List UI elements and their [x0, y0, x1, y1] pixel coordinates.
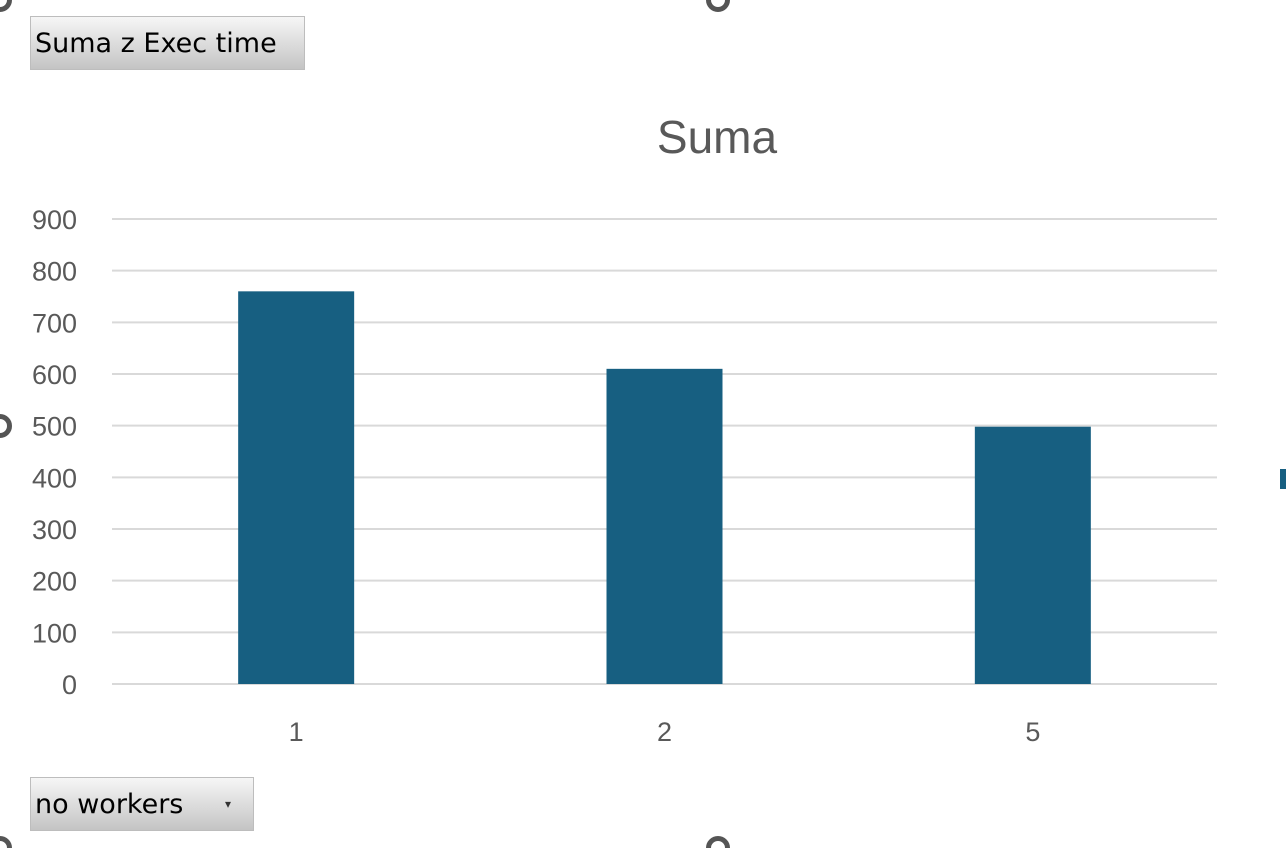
y-tick-label: 0: [62, 670, 77, 700]
y-tick-label: 400: [32, 463, 77, 493]
y-tick-label: 700: [32, 308, 77, 338]
y-tick-label: 800: [32, 257, 77, 287]
y-tick-label: 500: [32, 412, 77, 442]
resize-handle-bottom-center[interactable]: [706, 836, 730, 848]
bar: [238, 291, 355, 684]
bars: [238, 291, 1091, 684]
value-field-label: Suma z Exec time: [35, 27, 277, 59]
resize-handle-middle-left[interactable]: [0, 414, 12, 438]
y-tick-label: 300: [32, 515, 77, 545]
x-tick-label: 2: [657, 717, 672, 747]
legend: [1280, 469, 1286, 489]
chart-title: Suma: [657, 111, 778, 163]
x-axis-tick-labels: 1 2 5: [289, 717, 1041, 747]
y-tick-label: 900: [32, 205, 77, 235]
bar: [974, 426, 1091, 684]
x-tick-label: 1: [289, 717, 304, 747]
y-axis-tick-labels: 0 100 200 300 400 500 600 700 800 900: [32, 205, 77, 700]
y-tick-label: 600: [32, 360, 77, 390]
y-tick-label: 200: [32, 567, 77, 597]
legend-swatch: [1280, 469, 1286, 489]
x-tick-label: 5: [1025, 717, 1040, 747]
axis-field-label: no workers: [35, 788, 184, 820]
value-field-button[interactable]: Suma z Exec time: [30, 16, 305, 70]
resize-handle-top-center[interactable]: [706, 0, 730, 12]
y-tick-label: 100: [32, 618, 77, 648]
chevron-down-icon[interactable]: ▾: [224, 797, 231, 811]
bar: [606, 368, 723, 684]
axis-field-dropdown[interactable]: no workers ▾: [30, 777, 254, 831]
